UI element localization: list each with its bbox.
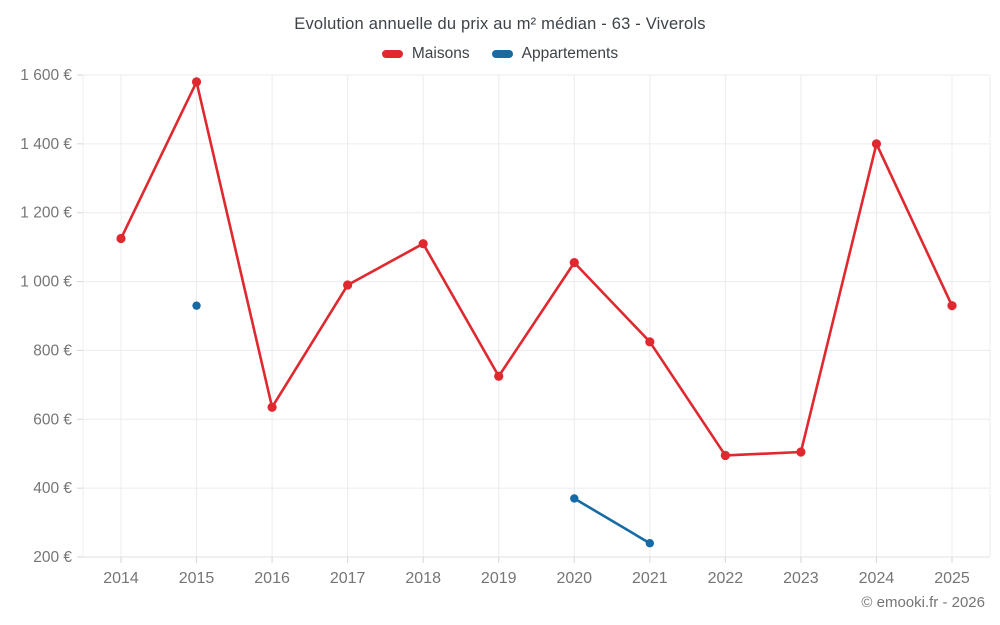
chart-title: Evolution annuelle du prix au m² médian … xyxy=(294,15,706,33)
maisons-point-2014[interactable] xyxy=(116,233,126,244)
appartements-point-2015[interactable] xyxy=(192,301,201,310)
maisons-point-2017[interactable] xyxy=(343,280,353,290)
maisons-line-segment xyxy=(195,80,274,409)
x-axis-label: 2018 xyxy=(405,570,441,587)
legend-item-appartements[interactable]: Appartements xyxy=(491,45,619,63)
x-axis-label: 2022 xyxy=(708,570,744,587)
maisons-line-segment xyxy=(497,261,576,378)
copyright-text: © emooki.fr - 2026 xyxy=(861,594,985,611)
x-axis-label: 2023 xyxy=(783,570,819,587)
y-axis-label: 800 € xyxy=(33,342,72,359)
maisons-line-segment xyxy=(724,450,803,457)
maisons-line-segment xyxy=(119,80,198,240)
y-axis-label: 400 € xyxy=(33,480,72,497)
x-axis-label: 2024 xyxy=(859,570,895,587)
x-axis-label: 2017 xyxy=(330,570,366,587)
x-axis-label: 2019 xyxy=(481,570,517,587)
y-axis-label: 1 600 € xyxy=(20,67,72,84)
maisons-point-2018[interactable] xyxy=(418,239,428,249)
maisons-point-2025[interactable] xyxy=(947,301,957,311)
maisons-point-2022[interactable] xyxy=(720,450,730,461)
maisons-line-segment xyxy=(346,242,425,287)
maisons-line-segment xyxy=(421,242,501,378)
maisons-line-segment xyxy=(270,283,349,409)
legend-item-maisons[interactable]: Maisons xyxy=(381,45,470,63)
maisons-point-2015[interactable] xyxy=(191,77,202,87)
maisons-point-2016[interactable] xyxy=(267,402,277,412)
x-axis-label: 2014 xyxy=(103,570,139,587)
maisons-point-2019[interactable] xyxy=(494,371,504,381)
maisons-legend-label: Maisons xyxy=(411,45,470,62)
maisons-line-segment xyxy=(799,142,878,454)
legend: Maisons Appartements xyxy=(0,45,1000,63)
maisons-line-segment xyxy=(648,340,727,457)
appartements-line-segment xyxy=(572,497,652,545)
y-axis-label: 200 € xyxy=(33,549,72,566)
x-axis-label: 2025 xyxy=(934,570,970,587)
y-axis-label: 1 000 € xyxy=(20,274,72,291)
maisons-legend-swatch xyxy=(381,50,403,58)
maisons-line-segment xyxy=(572,261,652,344)
appartements-legend-label: Appartements xyxy=(521,45,619,62)
x-axis-label: 2021 xyxy=(632,570,668,587)
x-axis-label: 2015 xyxy=(179,570,215,587)
maisons-point-2023[interactable] xyxy=(796,447,806,457)
appartements-point-2021[interactable] xyxy=(645,539,655,548)
x-axis-label: 2020 xyxy=(556,570,592,587)
y-axis-label: 1 200 € xyxy=(20,205,72,222)
maisons-point-2020[interactable] xyxy=(569,258,579,268)
x-axis-label: 2016 xyxy=(254,570,290,587)
maisons-point-2024[interactable] xyxy=(871,139,882,149)
y-axis-label: 600 € xyxy=(33,411,72,428)
y-axis-label: 1 400 € xyxy=(20,136,72,153)
appartements-legend-swatch xyxy=(491,50,513,58)
maisons-line-segment xyxy=(875,142,954,307)
appartements-point-2020[interactable] xyxy=(570,494,579,503)
maisons-point-2021[interactable] xyxy=(645,337,655,347)
